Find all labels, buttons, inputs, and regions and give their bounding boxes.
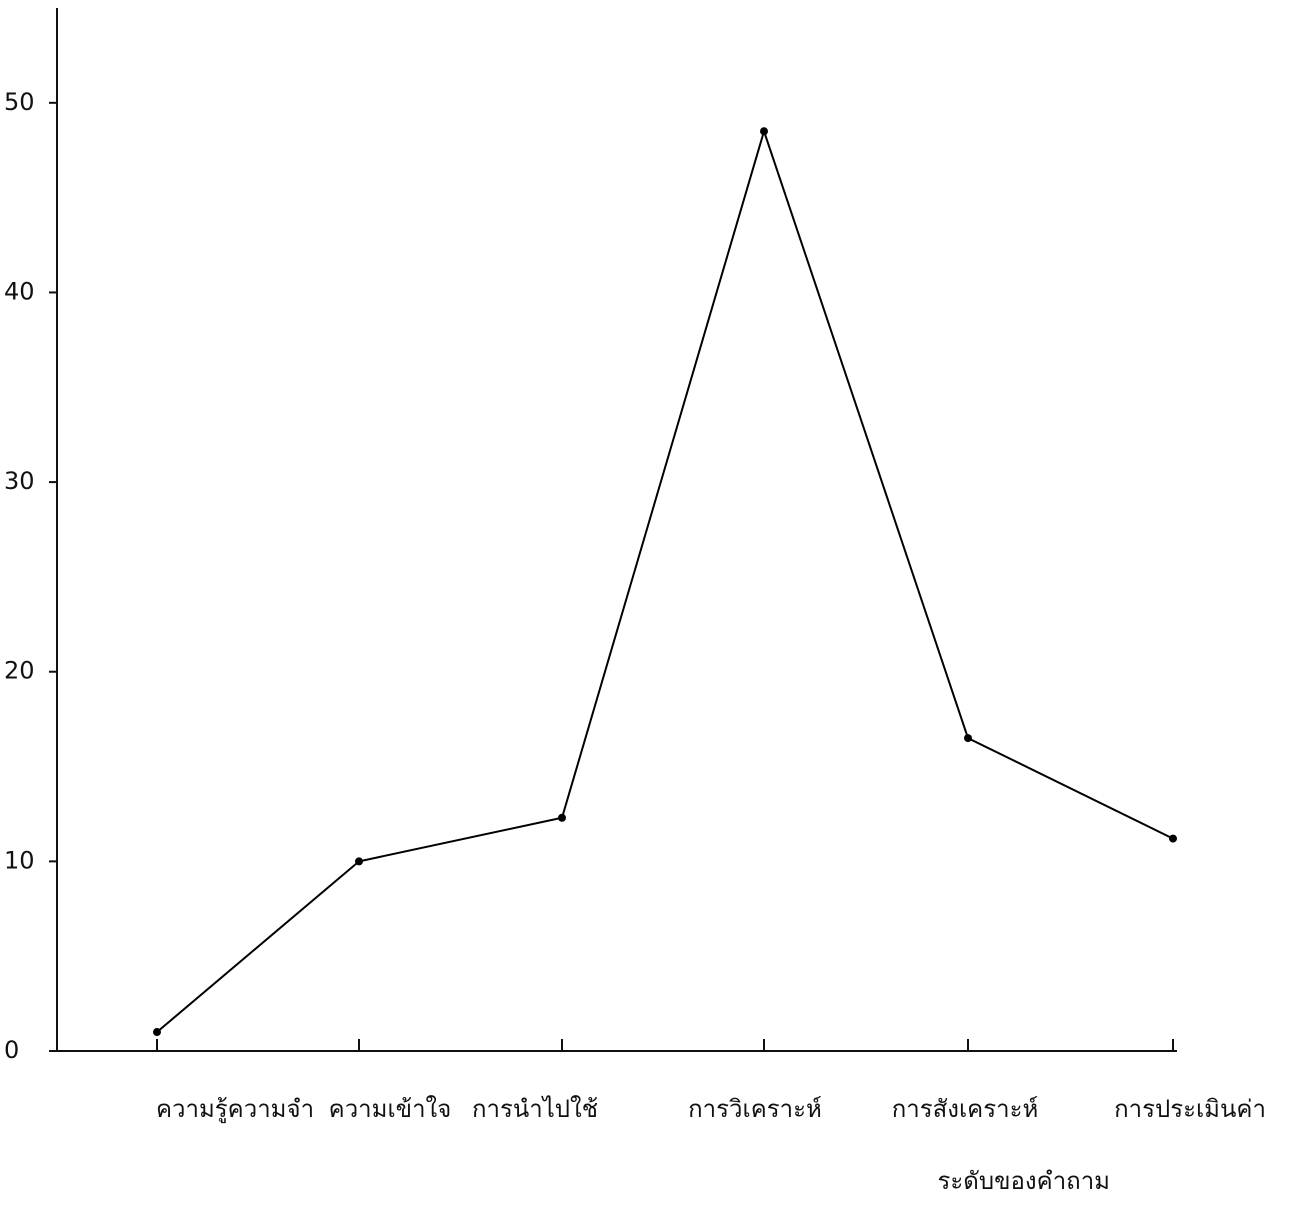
x-tick-label: การประเมินค่า (1114, 1095, 1266, 1123)
y-tick-label: 50 (4, 88, 35, 116)
point (558, 813, 566, 822)
point (153, 1028, 161, 1037)
x-tick-label: การนำไปใช้ (472, 1095, 598, 1123)
x-tick-label: ความรู้ความจำ (156, 1095, 314, 1124)
line (156, 127, 1174, 1033)
point (1169, 834, 1177, 843)
y-tick-label: 0 (4, 1036, 19, 1064)
x-tick-label: การสังเคราะห์ (892, 1095, 1039, 1123)
x-tick-label: การวิเคราะห์ (688, 1095, 822, 1123)
y-tick-label: 30 (4, 467, 35, 495)
x-axis-label: ระดับของคำถาม (938, 1167, 1111, 1195)
point (964, 734, 972, 743)
x-tick-label: ความเข้าใจ (329, 1095, 452, 1123)
point (355, 857, 363, 866)
point (760, 127, 768, 136)
y-tick-label: 40 (4, 277, 35, 305)
y-tick-label: 20 (4, 657, 35, 685)
y-tick-label: 10 (4, 846, 35, 874)
